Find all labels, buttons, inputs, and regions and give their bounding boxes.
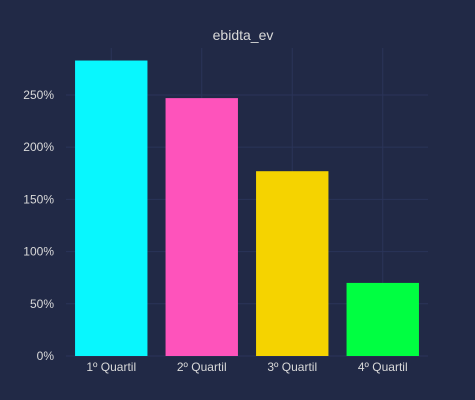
x-axis-ticks: 1º Quartil 2º Quartil 3º Quartil 4º Quartil	[86, 360, 407, 374]
bar	[346, 282, 419, 356]
y-tick-label: 150%	[23, 192, 54, 206]
chart-title: ebidta_ev	[213, 27, 274, 43]
y-tick-label: 100%	[23, 245, 54, 259]
bar	[256, 171, 329, 356]
x-tick-label: 2º Quartil	[177, 360, 227, 374]
y-axis-ticks: 0% 50% 100% 150% 200% 250%	[23, 88, 54, 363]
x-tick-label: 3º Quartil	[267, 360, 317, 374]
x-tick-label: 1º Quartil	[86, 360, 136, 374]
y-tick-label: 50%	[30, 297, 54, 311]
y-tick-label: 200%	[23, 140, 54, 154]
bars	[75, 60, 419, 357]
bar	[165, 98, 238, 356]
y-tick-label: 0%	[37, 349, 55, 363]
y-tick-label: 250%	[23, 88, 54, 102]
bar	[75, 60, 148, 357]
x-tick-label: 4º Quartil	[358, 360, 408, 374]
